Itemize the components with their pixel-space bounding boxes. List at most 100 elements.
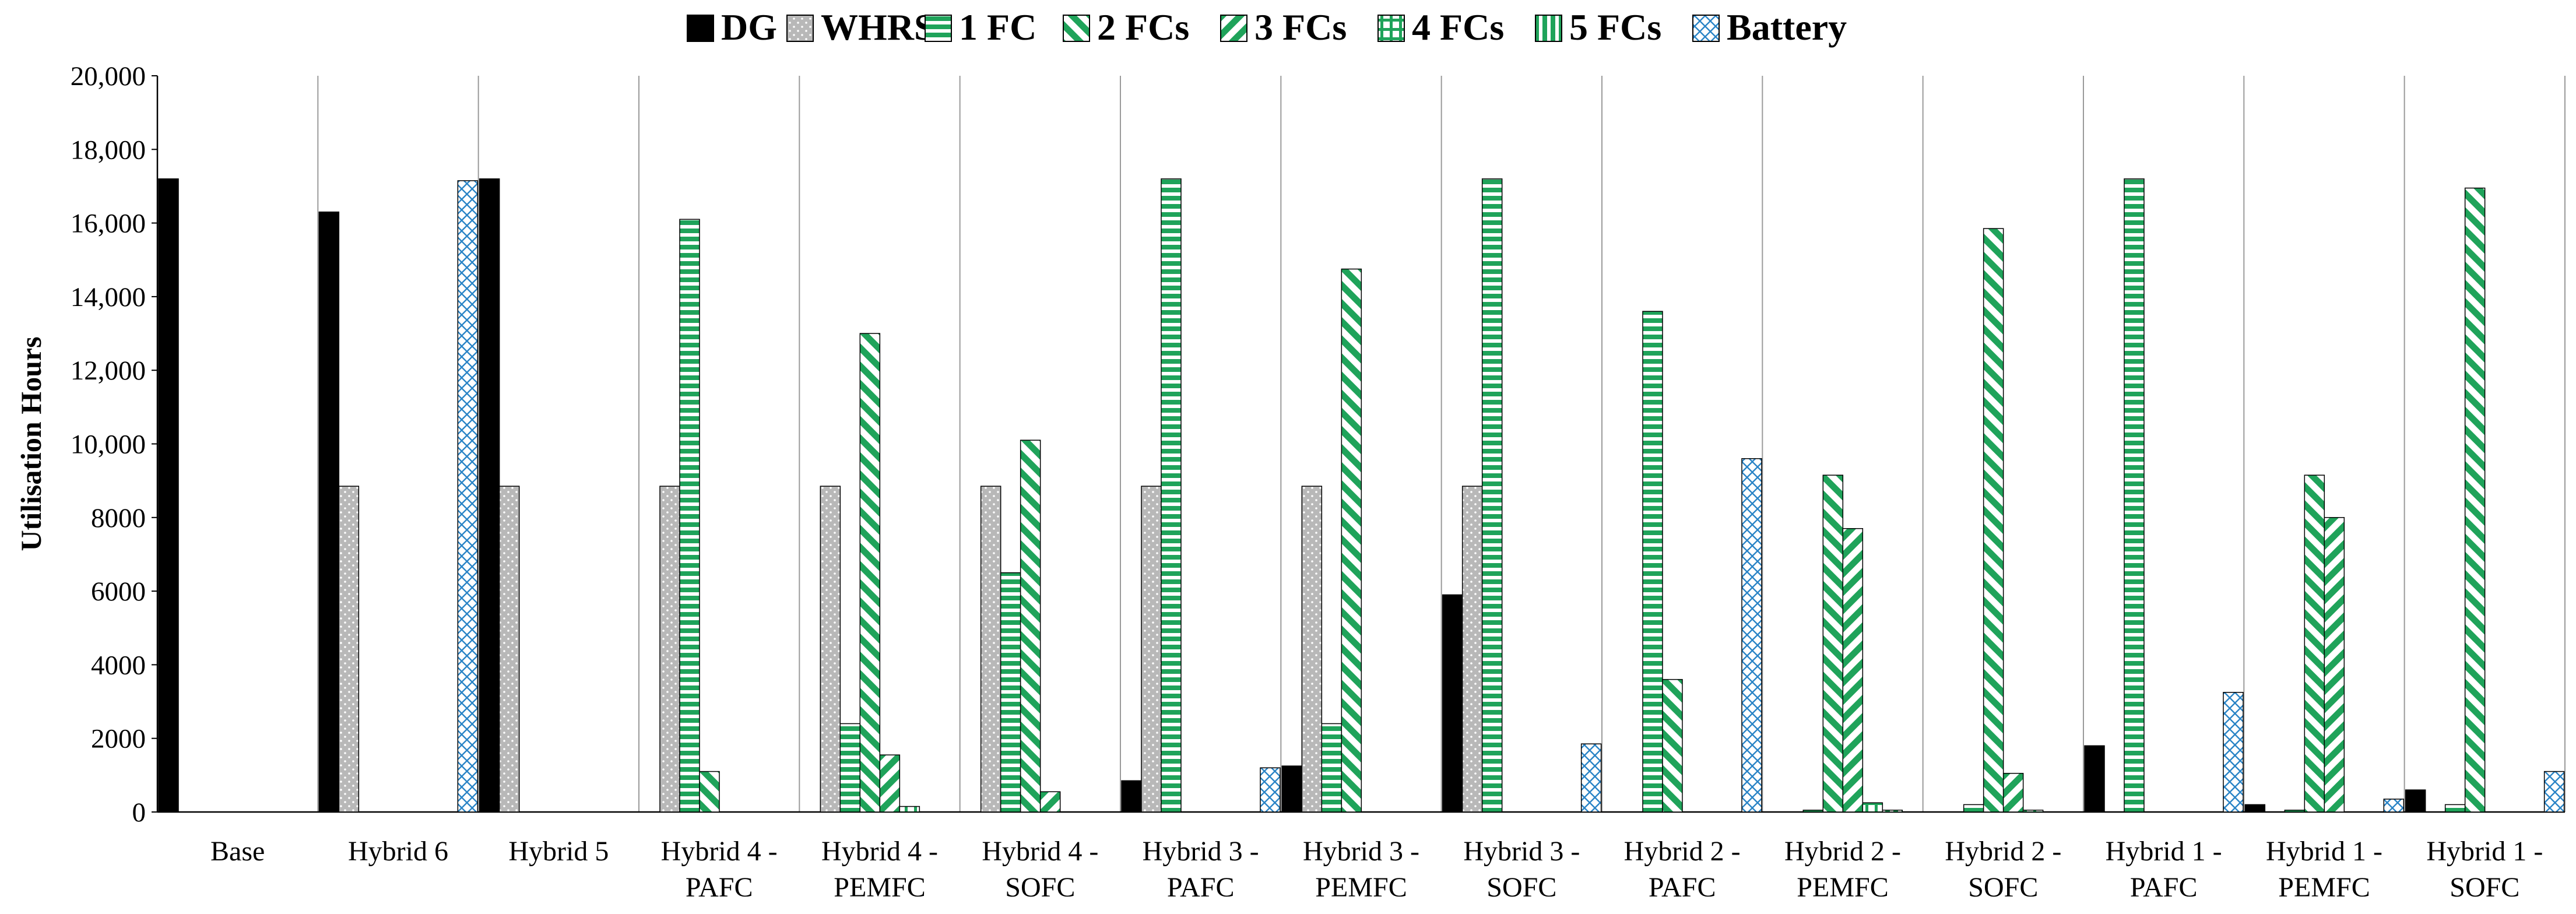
bar-hybrid-4-sofc-2-fcs <box>1020 440 1041 813</box>
category-label-line: Hybrid 3 - <box>1143 836 1259 867</box>
bar-hybrid-2-sofc-3-fcs <box>2002 772 2024 813</box>
bar-hybrid-4-pemfc-4-fcs <box>899 806 920 813</box>
category-label-line: Hybrid 5 <box>508 836 609 867</box>
category-label-hybrid-2-pafc: Hybrid 2 - PAFC <box>1624 836 1741 903</box>
y-tick-label: 20,000 <box>71 61 146 92</box>
legend-item-3-fcs: 3 FCs <box>1220 6 1347 48</box>
bar-hybrid-1-pemfc-dg <box>2244 804 2266 813</box>
bar-base-dg <box>158 178 179 813</box>
bar-hybrid-4-sofc-3-fcs <box>1039 791 1061 813</box>
bar-hybrid-4-pafc-2-fcs <box>699 771 720 813</box>
bar-hybrid-1-pemfc-3-fcs <box>2324 517 2345 813</box>
category-label-line: PEMFC <box>2278 872 2370 903</box>
bar-hybrid-2-pemfc-4-fcs <box>1862 802 1883 813</box>
category-label-line: Hybrid 3 - <box>1303 836 1419 867</box>
legend-label-battery: Battery <box>1727 6 1847 48</box>
bar-hybrid-2-pemfc-1-fc <box>1802 810 1824 813</box>
category-label-line: PEMFC <box>1797 872 1888 903</box>
bar-hybrid-2-pafc-battery <box>1741 458 1762 813</box>
y-tick-label: 2000 <box>91 724 146 754</box>
legend-label-3-fcs: 3 FCs <box>1254 6 1347 48</box>
bar-hybrid-4-pafc-whrs <box>659 486 680 813</box>
bar-hybrid-1-pafc-battery <box>2223 692 2244 813</box>
legend-item-whrs: WHRS <box>786 6 935 48</box>
category-label-line: Hybrid 2 - <box>1784 836 1901 867</box>
bar-hybrid-2-pemfc-5-fcs <box>1882 810 1903 813</box>
legend-label-4-fcs: 4 FCs <box>1412 6 1504 48</box>
category-label-line: SOFC <box>1968 872 2038 903</box>
category-label-hybrid-5: Hybrid 5 <box>508 836 609 867</box>
bar-hybrid-2-pemfc-3-fcs <box>1842 528 1864 813</box>
category-label-line: PAFC <box>1649 872 1716 903</box>
y-axis-title: Utilisation Hours <box>15 336 47 551</box>
bar-hybrid-3-pemfc-1-fc <box>1321 723 1343 813</box>
bar-hybrid-1-sofc-dg <box>2405 789 2426 813</box>
category-label-line: Hybrid 6 <box>348 836 448 867</box>
bar-hybrid-5-dg <box>479 178 500 813</box>
category-label-hybrid-2-pemfc: Hybrid 2 - PEMFC <box>1784 836 1901 903</box>
labels: 0 2000 4000 6000 8000 10,000 12,000 14,000 16,00… <box>15 61 2543 903</box>
legend-swatch-dg <box>687 15 714 42</box>
category-label-hybrid-6: Hybrid 6 <box>348 836 448 867</box>
category-label-hybrid-3-sofc: Hybrid 3 - SOFC <box>1463 836 1580 903</box>
y-tick-label: 0 <box>132 797 146 828</box>
bar-hybrid-4-pemfc-2-fcs <box>859 333 881 813</box>
category-label-line: PEMFC <box>1315 872 1407 903</box>
bar-hybrid-4-sofc-1-fc <box>1000 572 1021 813</box>
bar-hybrid-4-pemfc-whrs <box>820 486 841 813</box>
category-label-line: PEMFC <box>834 872 925 903</box>
legend-label-whrs: WHRS <box>821 6 935 48</box>
bar-hybrid-3-sofc-battery <box>1580 743 1602 813</box>
bar-hybrid-4-sofc-whrs <box>980 486 1001 813</box>
bar-hybrid-4-pemfc-1-fc <box>839 723 861 813</box>
bar-hybrid-1-pafc-1-fc <box>2124 178 2145 813</box>
legend-swatch-battery <box>1692 15 1720 42</box>
y-tick-label: 16,000 <box>71 209 146 239</box>
bar-hybrid-3-pemfc-whrs <box>1301 486 1323 813</box>
legend-swatch-5-fcs <box>1535 15 1562 42</box>
legend-item-2-fcs: 2 FCs <box>1063 6 1189 48</box>
category-label-hybrid-4-sofc: Hybrid 4 - SOFC <box>982 836 1098 903</box>
category-label-line: Hybrid 3 - <box>1463 836 1580 867</box>
bars <box>158 178 2565 813</box>
bar-hybrid-3-sofc-dg <box>1442 594 1463 813</box>
y-tick-label: 8000 <box>91 503 146 533</box>
category-label-line: Hybrid 4 - <box>821 836 938 867</box>
bar-hybrid-2-pafc-1-fc <box>1642 311 1663 813</box>
category-label-line: PAFC <box>686 872 753 903</box>
bar-hybrid-3-sofc-whrs <box>1461 486 1483 813</box>
legend-swatch-4-fcs <box>1377 15 1405 42</box>
bar-hybrid-3-pafc-battery <box>1260 767 1281 813</box>
y-tick-label: 4000 <box>91 650 146 680</box>
category-label-hybrid-1-sofc: Hybrid 1 - SOFC <box>2426 836 2543 903</box>
bar-hybrid-2-pafc-2-fcs <box>1662 679 1683 813</box>
category-label-hybrid-3-pafc: Hybrid 3 - PAFC <box>1143 836 1259 903</box>
legend-swatch-whrs <box>786 15 814 42</box>
category-label-hybrid-1-pemfc: Hybrid 1 - PEMFC <box>2266 836 2382 903</box>
legend-label-dg: DG <box>721 6 777 48</box>
category-label-line: PAFC <box>2130 872 2198 903</box>
bar-hybrid-2-sofc-2-fcs <box>1983 228 2004 813</box>
bar-hybrid-3-pemfc-2-fcs <box>1341 268 1362 813</box>
category-label-line: SOFC <box>2450 872 2519 903</box>
y-tick-label: 6000 <box>91 576 146 607</box>
chart-legend: DG WHRS 1 FC 2 FCs 3 FCs 4 FCs 5 FCs Battery <box>687 6 1847 48</box>
bar-hybrid-2-sofc-4-fcs <box>2022 810 2044 813</box>
legend-swatch-1-fc <box>925 15 952 42</box>
bar-hybrid-4-pemfc-3-fcs <box>879 754 901 813</box>
legend-item-battery: Battery <box>1692 6 1847 48</box>
legend-label-2-fcs: 2 FCs <box>1097 6 1189 48</box>
bar-hybrid-1-pemfc-2-fcs <box>2304 474 2325 813</box>
legend-item-dg: DG <box>687 6 777 48</box>
category-label-hybrid-3-pemfc: Hybrid 3 - PEMFC <box>1303 836 1419 903</box>
bar-hybrid-2-pemfc-2-fcs <box>1822 474 1844 813</box>
category-label-line: Hybrid 2 - <box>1624 836 1741 867</box>
bar-hybrid-3-pafc-whrs <box>1141 486 1162 813</box>
legend-swatch-3-fcs <box>1220 15 1247 42</box>
legend-item-5-fcs: 5 FCs <box>1535 6 1661 48</box>
legend-item-4-fcs: 4 FCs <box>1377 6 1504 48</box>
bar-hybrid-5-whrs <box>498 486 520 813</box>
bar-hybrid-2-sofc-1-fc <box>1963 804 1984 813</box>
bar-hybrid-1-sofc-battery <box>2543 771 2565 813</box>
